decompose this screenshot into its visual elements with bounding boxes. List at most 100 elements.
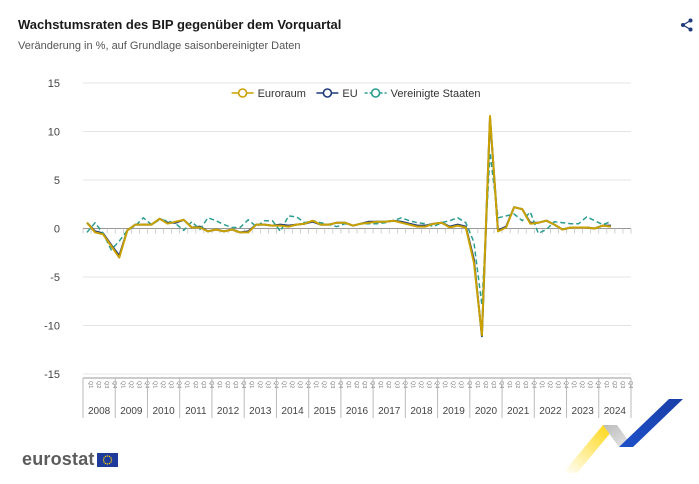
x-quarter-label: Q2	[321, 381, 327, 388]
eurostat-decoration	[563, 399, 683, 473]
legend-label: Vereinigte Staaten	[391, 88, 481, 100]
x-quarter-label: Q2	[224, 381, 230, 388]
x-quarter-label: Q1	[603, 381, 609, 388]
x-quarter-label: Q3	[168, 381, 174, 388]
legend-label: EU	[342, 88, 357, 100]
x-year-label: 2019	[443, 406, 466, 417]
y-tick-label: -10	[44, 321, 60, 333]
y-tick-label: 0	[54, 224, 60, 236]
y-tick-label: 15	[48, 78, 60, 90]
eu-flag-icon	[96, 452, 118, 467]
x-quarter-label: Q3	[361, 381, 367, 388]
chart-subtitle: Veränderung in %, auf Grundlage saisonbe…	[18, 40, 301, 52]
x-quarter-label: Q1	[248, 381, 254, 388]
legend-marker	[370, 88, 381, 98]
x-quarter-label: Q3	[426, 381, 432, 388]
x-quarter-label: Q3	[103, 381, 109, 388]
x-quarter-label: Q4	[627, 381, 633, 388]
x-quarter-label: Q3	[587, 381, 593, 388]
x-quarter-label: Q3	[490, 381, 496, 388]
legend-marker	[322, 88, 333, 98]
x-quarter-label: Q2	[385, 381, 391, 388]
x-year-label: 2014	[281, 406, 304, 417]
x-quarter-label: Q2	[160, 381, 166, 388]
x-quarter-label: Q1	[313, 381, 319, 388]
x-quarter-label: Q4	[143, 381, 149, 388]
x-quarter-label: Q4	[337, 381, 343, 388]
x-quarter-label: Q1	[409, 381, 415, 388]
x-quarter-label: Q1	[377, 381, 383, 388]
x-year-label: 2020	[475, 406, 498, 417]
x-quarter-label: Q4	[530, 381, 536, 388]
x-quarter-label: Q1	[442, 381, 448, 388]
x-quarter-label: Q2	[192, 381, 198, 388]
x-quarter-label: Q1	[87, 381, 93, 388]
x-year-label: 2022	[539, 406, 562, 417]
y-tick-label: -15	[44, 369, 60, 381]
x-quarter-label: Q1	[216, 381, 222, 388]
x-quarter-label: Q3	[264, 381, 270, 388]
x-quarter-label: Q4	[240, 381, 246, 388]
y-tick-label: 10	[48, 127, 60, 139]
x-quarter-label: Q1	[119, 381, 125, 388]
eurostat-logo: eurostat	[22, 449, 118, 470]
x-quarter-label: Q1	[571, 381, 577, 388]
x-quarter-label: Q3	[200, 381, 206, 388]
x-quarter-label: Q3	[297, 381, 303, 388]
x-quarter-label: Q4	[208, 381, 214, 388]
x-year-label: 2008	[88, 406, 111, 417]
x-year-label: 2018	[410, 406, 433, 417]
x-quarter-label: Q4	[111, 381, 117, 388]
x-quarter-label: Q2	[450, 381, 456, 388]
x-quarter-label: Q1	[152, 381, 158, 388]
x-year-label: 2010	[152, 406, 175, 417]
x-quarter-label: Q3	[232, 381, 238, 388]
y-tick-label: -5	[50, 272, 60, 284]
x-quarter-label: Q1	[474, 381, 480, 388]
x-quarter-label: Q2	[611, 381, 617, 388]
x-quarter-label: Q4	[369, 381, 375, 388]
x-quarter-label: Q4	[305, 381, 311, 388]
series-line-eu	[86, 116, 611, 338]
x-quarter-label: Q3	[329, 381, 335, 388]
x-quarter-label: Q1	[538, 381, 544, 388]
x-year-label: 2009	[120, 406, 143, 417]
x-quarter-label: Q2	[127, 381, 133, 388]
x-year-label: 2011	[185, 406, 207, 417]
x-quarter-label: Q3	[393, 381, 399, 388]
x-quarter-label: Q3	[458, 381, 464, 388]
x-quarter-label: Q1	[345, 381, 351, 388]
series-line-euroraum	[86, 115, 612, 337]
x-quarter-label: Q2	[417, 381, 423, 388]
x-quarter-label: Q1	[184, 381, 190, 388]
chart-title: Wachstumsraten des BIP gegenüber dem Vor…	[18, 17, 342, 32]
x-quarter-label: Q4	[595, 381, 601, 388]
x-quarter-label: Q2	[353, 381, 359, 388]
x-quarter-label: Q4	[434, 381, 440, 388]
x-quarter-label: Q2	[289, 381, 295, 388]
x-year-label: 2015	[314, 406, 337, 417]
x-quarter-label: Q3	[522, 381, 528, 388]
x-quarter-label: Q2	[482, 381, 488, 388]
logo-text: eurostat	[22, 449, 95, 469]
x-quarter-label: Q2	[579, 381, 585, 388]
x-quarter-label: Q3	[135, 381, 141, 388]
y-tick-label: 5	[54, 175, 60, 187]
x-year-label: 2023	[572, 406, 595, 417]
x-year-label: 2017	[378, 406, 401, 417]
x-quarter-label: Q2	[256, 381, 262, 388]
x-quarter-label: Q2	[95, 381, 101, 388]
x-quarter-label: Q1	[506, 381, 512, 388]
x-quarter-label: Q2	[514, 381, 520, 388]
x-year-label: 2016	[346, 406, 369, 417]
x-quarter-label: Q4	[498, 381, 504, 388]
x-quarter-label: Q4	[272, 381, 278, 388]
share-icon[interactable]	[680, 18, 694, 32]
x-quarter-label: Q4	[563, 381, 569, 388]
legend-label: Euroraum	[258, 88, 306, 100]
x-quarter-label: Q4	[176, 381, 182, 388]
x-quarter-label: Q3	[554, 381, 560, 388]
x-year-label: 2021	[507, 406, 530, 417]
x-year-label: 2024	[604, 406, 627, 417]
